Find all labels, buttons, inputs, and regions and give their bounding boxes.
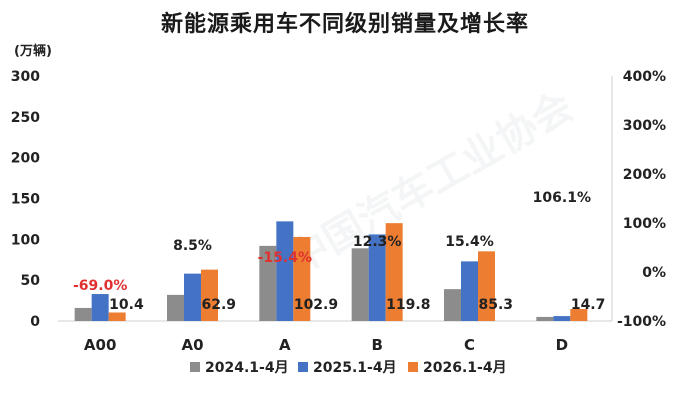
watermark-text: 中国汽车工业协会 <box>281 83 581 283</box>
y-right-tick-label: 300% <box>623 118 666 134</box>
data-label-growth: 15.4% <box>445 234 494 250</box>
bar <box>108 312 126 321</box>
y-left-tick-label: 150 <box>11 192 40 208</box>
bar <box>461 261 478 321</box>
legend-swatch <box>408 362 418 372</box>
data-label-value: 62.9 <box>202 297 237 313</box>
x-category-label: B <box>371 336 382 354</box>
x-category-label: A <box>279 336 291 354</box>
x-category-label: A00 <box>84 336 116 354</box>
bar <box>385 223 403 321</box>
data-label-value: 85.3 <box>479 297 514 313</box>
y-right-tick-label: 0% <box>642 265 666 281</box>
bar <box>293 236 311 321</box>
legend-label: 2026.1-4月 <box>423 360 507 376</box>
bar <box>276 221 294 321</box>
bar <box>536 316 554 321</box>
bar <box>351 248 369 321</box>
data-label-value: 10.4 <box>109 297 144 313</box>
bar <box>259 245 277 321</box>
y-right-tick-label: 100% <box>623 216 666 232</box>
bar <box>478 251 495 321</box>
legend-label: 2024.1-4月 <box>205 360 289 376</box>
data-label-growth: -69.0% <box>73 278 127 294</box>
legend-label: 2025.1-4月 <box>313 360 397 376</box>
y-left-tick-label: 50 <box>21 273 41 289</box>
bar <box>184 273 201 321</box>
y-axis-unit: (万辆) <box>14 44 52 59</box>
bar <box>444 289 461 321</box>
y-right-tick-label: 200% <box>623 167 666 183</box>
bar <box>368 234 386 321</box>
data-label-growth: 106.1% <box>533 190 591 206</box>
x-category-label: A0 <box>181 336 203 354</box>
data-label-growth: 12.3% <box>353 234 402 250</box>
y-right-tick-label: 400% <box>623 69 666 85</box>
bar <box>74 307 92 321</box>
y-left-tick-label: 100 <box>11 232 40 248</box>
bar <box>553 316 571 321</box>
bar <box>167 294 184 321</box>
y-left-tick-label: 200 <box>11 151 40 167</box>
data-label-value: 14.7 <box>571 297 606 313</box>
data-label-value: 102.9 <box>294 297 338 313</box>
bar <box>570 308 588 321</box>
chart-title: 新能源乘用车不同级别销量及增长率 <box>160 12 529 37</box>
data-label-value: 119.8 <box>386 297 430 313</box>
x-category-label: D <box>556 336 568 354</box>
data-label-growth: -15.4% <box>258 250 312 266</box>
data-label-growth: 8.5% <box>173 238 212 254</box>
y-right-tick-label: -100% <box>617 314 666 330</box>
y-left-tick-label: 0 <box>30 314 40 330</box>
legend-swatch <box>298 362 308 372</box>
y-left-tick-label: 300 <box>11 69 40 85</box>
y-left-tick-label: 250 <box>11 110 40 126</box>
x-category-label: C <box>464 336 475 354</box>
bar <box>201 269 218 321</box>
legend-swatch <box>190 362 200 372</box>
bar <box>91 294 109 321</box>
